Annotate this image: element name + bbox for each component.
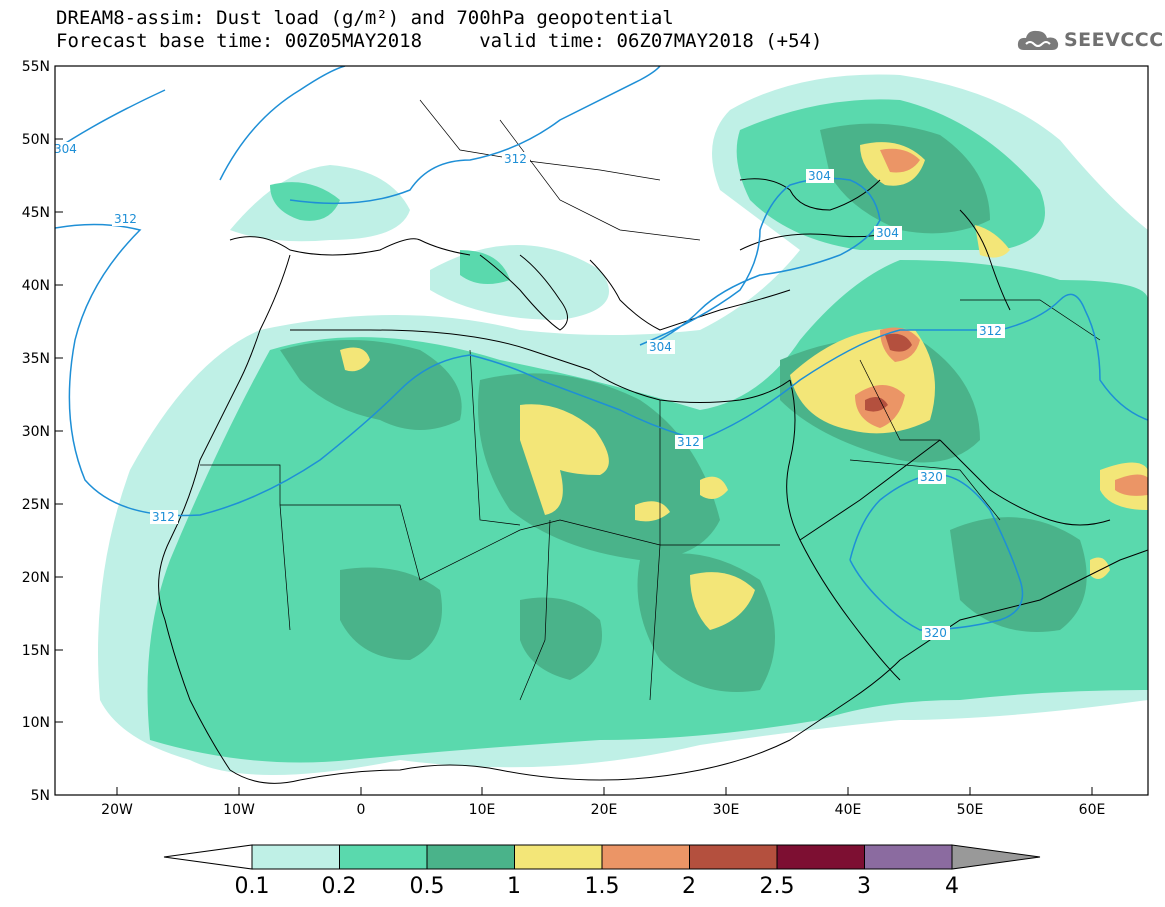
map-title: DREAM8-assim: Dust load (g/m²) and 700hP…	[56, 7, 674, 29]
isoline-label: 320	[922, 626, 950, 640]
colorbar-cell	[251, 844, 340, 870]
dust-level-2	[865, 333, 912, 412]
colorbar-label: 0.5	[409, 874, 445, 899]
lat-label: 30N	[22, 424, 50, 440]
colorbar-label: 0.1	[234, 874, 270, 899]
svg-text:312: 312	[114, 212, 137, 226]
lon-label: 30E	[713, 802, 740, 818]
lat-label: 50N	[22, 132, 50, 148]
colorbar-right-arrow	[951, 844, 1041, 870]
seevccc-logo: SEEVCCC	[1016, 26, 1163, 54]
lon-label: 10E	[469, 802, 496, 818]
colorbar-cell	[776, 844, 865, 870]
svg-text:312: 312	[152, 510, 175, 524]
lat-label: 35N	[22, 351, 50, 367]
isoline-304-east	[639, 177, 881, 346]
isoline-label: 304	[806, 169, 834, 183]
colorbar	[163, 844, 1041, 870]
lon-label: 10W	[223, 802, 255, 818]
colorbar-label: 3	[857, 874, 871, 899]
colorbar-cell	[339, 844, 428, 870]
isoline-label: 304	[52, 142, 77, 156]
lat-label: 15N	[22, 643, 50, 659]
lon-label: 40E	[835, 802, 862, 818]
svg-text:312: 312	[504, 152, 527, 166]
svg-text:304: 304	[649, 340, 672, 354]
colorbar-cell	[514, 844, 603, 870]
lat-label: 45N	[22, 205, 50, 221]
cloud-icon	[1017, 30, 1059, 50]
lat-label: 40N	[22, 278, 50, 294]
latitude-labels: 55N 50N 45N 40N 35N 30N 25N 20N 15N 10N …	[22, 59, 50, 804]
country-borders	[200, 99, 1101, 701]
svg-text:312: 312	[677, 435, 700, 449]
colorbar-label: 4	[945, 874, 959, 899]
lat-label: 25N	[22, 497, 50, 513]
isoline-label: 312	[675, 435, 703, 449]
colorbar-cell	[689, 844, 778, 870]
isoline-label: 312	[112, 212, 140, 226]
isoline-312-north-b	[289, 66, 661, 205]
longitude-labels: 20W 10W 0 10E 20E 30E 40E 50E 60E	[101, 802, 1105, 818]
lon-label: 20E	[591, 802, 618, 818]
lat-label: 20N	[22, 570, 50, 586]
isoline-312-main	[55, 223, 1148, 517]
isoline-labels: 304 312 312 312 312 304 304 304 312 320 …	[52, 142, 1005, 640]
colorbar-cell	[864, 844, 953, 870]
logo-text: SEEVCCC	[1064, 29, 1164, 51]
lon-label: 50E	[957, 802, 984, 818]
colorbar-label: 1.5	[584, 874, 620, 899]
map-subtitle: Forecast base time: 00Z05MAY2018 valid t…	[56, 30, 823, 52]
colorbar-cell	[601, 844, 690, 870]
colorbar-cells	[251, 844, 953, 870]
lon-label: 60E	[1079, 802, 1106, 818]
lat-label: 10N	[22, 715, 50, 731]
isoline-label: 320	[918, 470, 946, 484]
isoline-label: 304	[874, 226, 902, 240]
colorbar-left-arrow	[163, 844, 253, 870]
isoline-label: 312	[150, 510, 178, 524]
colorbar-label: 0.2	[321, 874, 357, 899]
svg-text:304: 304	[808, 169, 831, 183]
axis-ticks	[55, 65, 1093, 796]
lon-label: 20W	[101, 802, 133, 818]
svg-text:320: 320	[924, 626, 947, 640]
lat-label: 5N	[31, 788, 50, 804]
svg-text:304: 304	[54, 142, 77, 156]
svg-text:312: 312	[979, 324, 1002, 338]
svg-text:304: 304	[876, 226, 899, 240]
colorbar-label: 1	[507, 874, 521, 899]
isoline-label: 312	[502, 152, 530, 166]
isoline-label: 312	[977, 324, 1005, 338]
isoline-312-north-a	[219, 66, 346, 181]
lon-label: 0	[357, 802, 366, 818]
coastlines	[158, 178, 1148, 784]
svg-text:320: 320	[920, 470, 943, 484]
lat-label: 55N	[22, 59, 50, 75]
colorbar-cell	[426, 844, 515, 870]
isoline-304-west	[55, 89, 166, 151]
dust-fields	[98, 74, 1148, 775]
colorbar-label: 2	[682, 874, 696, 899]
isoline-label: 304	[647, 340, 675, 354]
isoline-320	[849, 473, 1024, 631]
colorbar-label: 2.5	[759, 874, 795, 899]
